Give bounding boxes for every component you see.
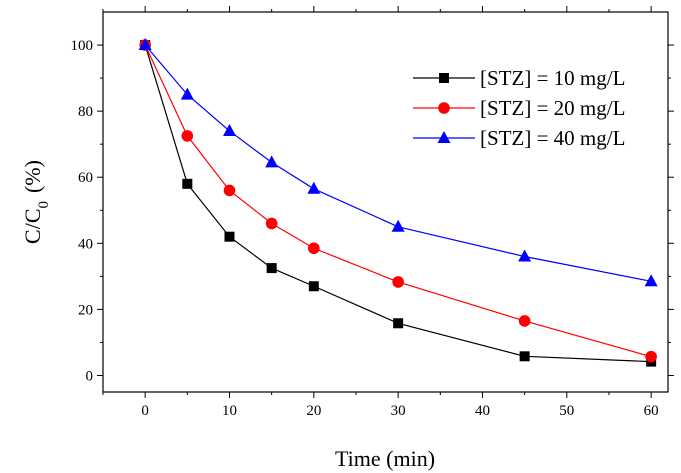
data-point-triangle bbox=[265, 155, 279, 168]
series-line bbox=[144, 44, 652, 363]
legend-item-3: [STZ] = 40 mg/L bbox=[413, 126, 625, 150]
y-tick-label: 60 bbox=[78, 170, 93, 186]
y-tick-label: 80 bbox=[78, 104, 93, 120]
x-tick-label: 20 bbox=[306, 403, 321, 419]
data-point-square bbox=[308, 281, 319, 292]
x-tick-label: 10 bbox=[222, 403, 237, 419]
data-point-circle bbox=[265, 217, 278, 230]
y-tick-label: 40 bbox=[78, 236, 93, 252]
x-axis-title: Time (min) bbox=[335, 446, 435, 471]
y-tick-label: 0 bbox=[86, 368, 94, 384]
y-axis-title-subscript: 0 bbox=[36, 201, 52, 209]
data-point-square bbox=[224, 231, 235, 242]
data-point-circle bbox=[645, 350, 657, 363]
x-tick-label: 50 bbox=[559, 403, 574, 419]
data-point-triangle bbox=[391, 219, 405, 232]
data-point-circle bbox=[308, 242, 320, 255]
data-point-triangle bbox=[644, 274, 658, 287]
legend: [STZ] = 10 mg/L [STZ] = 20 mg/L [STZ] = 40… bbox=[413, 66, 625, 150]
data-point-circle bbox=[518, 315, 531, 327]
y-axis-title-main: C/C bbox=[20, 209, 45, 244]
axis-ticks bbox=[97, 6, 674, 398]
series-3 bbox=[138, 38, 658, 287]
data-point-square bbox=[393, 318, 404, 329]
legend-label: [STZ] = 40 mg/L bbox=[480, 126, 625, 150]
data-point-triangle bbox=[180, 87, 194, 100]
series-line bbox=[144, 44, 652, 358]
x-tick-label: 60 bbox=[644, 403, 659, 419]
data-point-triangle bbox=[138, 38, 152, 51]
y-tick-label: 20 bbox=[78, 302, 93, 318]
series-line bbox=[144, 44, 652, 282]
legend-label: [STZ] = 20 mg/L bbox=[480, 96, 625, 120]
data-point-circle bbox=[438, 102, 450, 114]
data-point-triangle bbox=[437, 131, 451, 143]
data-point-circle bbox=[392, 276, 404, 288]
y-axis-title-unit: (%) bbox=[20, 160, 45, 193]
data-point-square bbox=[519, 351, 530, 362]
data-point-circle bbox=[181, 130, 194, 142]
data-point-triangle bbox=[307, 181, 321, 194]
data-point-square bbox=[439, 73, 449, 83]
legend-item-2: [STZ] = 20 mg/L bbox=[413, 96, 625, 120]
x-tick-label: 40 bbox=[475, 403, 490, 419]
data-point-square bbox=[182, 178, 193, 189]
data-point-triangle bbox=[222, 123, 236, 136]
legend-item-1: [STZ] = 10 mg/L bbox=[413, 66, 625, 90]
series-group bbox=[138, 38, 658, 367]
y-axis-title: C/C0 (%) bbox=[20, 160, 52, 244]
plot-frame bbox=[102, 11, 669, 393]
legend-label: [STZ] = 10 mg/L bbox=[480, 66, 625, 90]
y-tick-label: 100 bbox=[71, 38, 94, 54]
x-tick-label: 30 bbox=[391, 403, 406, 419]
tick-labels: 0 10 20 30 40 50 60 0 20 40 60 80 100 bbox=[71, 38, 659, 419]
data-point-square bbox=[266, 263, 277, 274]
data-point-circle bbox=[223, 184, 236, 197]
x-tick-label: 0 bbox=[141, 403, 149, 419]
series-2 bbox=[139, 39, 657, 363]
data-point-triangle bbox=[518, 249, 532, 262]
